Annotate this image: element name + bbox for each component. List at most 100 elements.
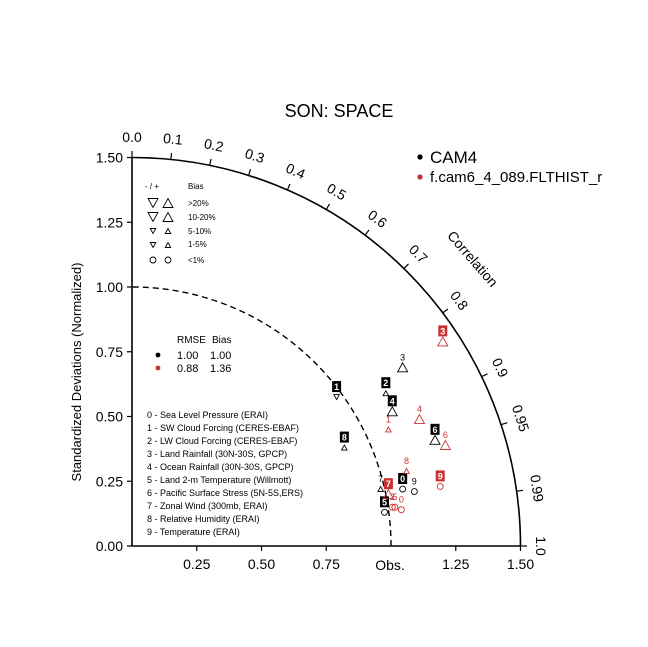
point-label-box bbox=[380, 496, 390, 508]
rmse-header: RMSE bbox=[177, 335, 206, 346]
legend-dot-cam6 bbox=[417, 174, 423, 180]
point-marker bbox=[377, 485, 385, 492]
variable-legend-2: 2 - LW Cloud Forcing (CERES-EBAF) bbox=[147, 436, 297, 446]
correlation-tick bbox=[500, 422, 508, 426]
point-marker bbox=[381, 508, 388, 516]
x-tick-label: 0.50 bbox=[248, 556, 275, 572]
correlation-tick-label: 0.6 bbox=[365, 206, 390, 231]
point-label-box bbox=[381, 377, 391, 389]
bias-key-symbols bbox=[147, 197, 174, 264]
point-label: 5 bbox=[392, 492, 397, 502]
x-axis-obs-label: Obs. bbox=[375, 557, 405, 573]
correlation-tick bbox=[325, 203, 331, 210]
point-label-box bbox=[435, 470, 445, 482]
legend-dot-cam4 bbox=[417, 154, 423, 160]
point-label-box bbox=[383, 478, 393, 490]
correlation-tick-label: 0.99 bbox=[527, 474, 547, 503]
correlation-tick bbox=[442, 308, 449, 314]
point-label: 4 bbox=[390, 396, 395, 406]
correlation-tick-label: 0.5 bbox=[324, 180, 349, 204]
correlation-tick-label: 0.0 bbox=[122, 129, 142, 145]
rmse-row-1-rmse: 1.00 bbox=[177, 350, 198, 362]
point-label-box bbox=[398, 473, 408, 485]
point-label-box bbox=[430, 423, 440, 435]
rmse-bias-header: Bias bbox=[212, 335, 231, 346]
point-marker bbox=[147, 198, 159, 209]
point-marker bbox=[164, 241, 172, 248]
point-marker bbox=[403, 467, 411, 474]
legend-label-cam6: f.cam6_4_089.FLTHIST_r bbox=[430, 169, 602, 186]
x-tick-label: 1.50 bbox=[507, 556, 534, 572]
y-tick-label: 0.75 bbox=[96, 344, 123, 360]
point-marker bbox=[399, 485, 407, 493]
correlation-tick-label: 0.1 bbox=[162, 130, 183, 148]
point-marker bbox=[384, 426, 392, 433]
correlation-tick-label: 0.4 bbox=[284, 160, 308, 183]
point-label: 6 bbox=[443, 430, 448, 440]
reference-arc bbox=[131, 286, 392, 547]
axes-layer: 0.000.250.500.751.001.251.500.25 0.50 0.75… bbox=[96, 129, 549, 572]
rmse-row-1-bias: 1.00 bbox=[210, 350, 231, 362]
point-marker bbox=[382, 488, 395, 500]
y-tick-label: 1.50 bbox=[96, 150, 123, 166]
point-marker bbox=[340, 444, 348, 451]
point-marker bbox=[164, 256, 172, 264]
point-label-box bbox=[339, 431, 349, 443]
point-marker bbox=[164, 227, 172, 234]
point-marker bbox=[397, 506, 405, 514]
variable-legend-9: 9 - Temperature (ERAI) bbox=[147, 527, 240, 537]
correlation-tick bbox=[364, 229, 370, 236]
point-label: 5 bbox=[382, 497, 387, 507]
correlation-tick bbox=[481, 373, 488, 378]
point-label-box bbox=[438, 325, 448, 337]
point-marker bbox=[333, 394, 341, 401]
variable-legend-3: 3 - Land Rainfall (30N-30S, GPCP) bbox=[147, 449, 287, 459]
bias-key-header: - / + bbox=[145, 182, 159, 191]
point-label: 2 bbox=[383, 378, 388, 388]
bias-key-row-4: 1-5% bbox=[188, 240, 207, 249]
point-label-box bbox=[387, 395, 397, 407]
variable-legend-7: 7 - Zonal Wind (300mb, ERAI) bbox=[147, 501, 268, 511]
correlation-tick-label: 0.95 bbox=[509, 403, 533, 434]
correlation-tick-label: 0.2 bbox=[203, 135, 225, 155]
point-marker bbox=[396, 361, 409, 373]
correlation-tick-label: 0.7 bbox=[406, 241, 431, 266]
correlation-tick-label: 1.0 bbox=[533, 536, 549, 556]
rmse-row-2-rmse: 0.88 bbox=[177, 363, 198, 375]
point-marker bbox=[413, 413, 426, 425]
point-label-box bbox=[332, 381, 342, 393]
y-tick-label: 0.50 bbox=[96, 409, 123, 425]
variable-legend-4: 4 - Ocean Rainfall (30N-30S, GPCP) bbox=[147, 462, 294, 472]
y-tick-label: 1.25 bbox=[96, 214, 123, 230]
point-label: 7 bbox=[378, 474, 383, 484]
point-label: 8 bbox=[342, 433, 347, 443]
x-tick-label: 1.25 bbox=[442, 556, 469, 572]
rmse-row-2-bias: 1.36 bbox=[210, 363, 231, 375]
point-label: 3 bbox=[400, 352, 405, 362]
variable-legend-0: 0 - Sea Level Pressure (ERAI) bbox=[147, 410, 268, 420]
point-marker bbox=[439, 439, 452, 450]
bias-key-row-2: 10-20% bbox=[188, 213, 216, 222]
correlation-tick bbox=[286, 183, 291, 191]
point-label: 1 bbox=[386, 414, 391, 424]
bias-key-title: Bias bbox=[188, 182, 204, 191]
variable-legend-5: 5 - Land 2-m Temperature (Willmott) bbox=[147, 475, 291, 485]
point-label: 3 bbox=[440, 326, 445, 336]
point-label: 8 bbox=[404, 456, 409, 466]
point-marker bbox=[382, 389, 390, 397]
point-marker bbox=[147, 212, 159, 223]
point-marker bbox=[149, 228, 157, 235]
variable-legend-6: 6 - Pacific Surface Stress (5N-5S,ERS) bbox=[147, 488, 303, 498]
point-marker bbox=[429, 434, 441, 445]
correlation-tick bbox=[209, 158, 212, 166]
y-tick-label: 1.00 bbox=[96, 279, 123, 295]
variable-legend-1: 1 - SW Cloud Forcing (CERES-EBAF) bbox=[147, 423, 299, 433]
point-marker bbox=[162, 197, 174, 208]
correlation-tick bbox=[170, 152, 173, 160]
y-tick-label: 0.00 bbox=[96, 538, 123, 554]
correlation-tick bbox=[516, 489, 524, 492]
rmse-row-dot-1 bbox=[155, 352, 161, 358]
bias-key-row-5: <1% bbox=[188, 256, 204, 265]
outer-arc bbox=[131, 156, 522, 547]
variable-legend-8: 8 - Relative Humidity (ERAI) bbox=[147, 514, 260, 524]
